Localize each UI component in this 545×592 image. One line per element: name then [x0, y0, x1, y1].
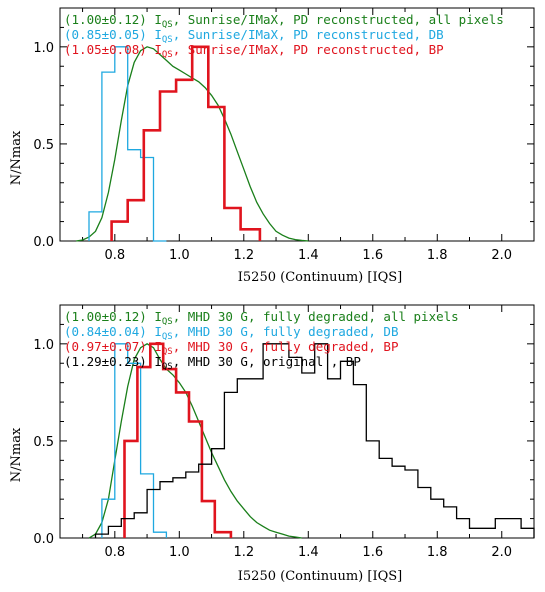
series-line-db — [101, 343, 168, 538]
legend-description: , MHD 30 G, original , BP — [173, 354, 361, 369]
x-tick-label: 1.8 — [427, 248, 448, 263]
legend-subscript: QS — [162, 50, 173, 60]
x-tick-label: 0.8 — [104, 545, 125, 560]
x-tick-label: 1.6 — [362, 248, 383, 263]
legend-subscript: QS — [162, 332, 173, 342]
legend-value: (0.84±0.04) — [64, 324, 147, 339]
x-tick-label: 1.4 — [298, 248, 319, 263]
legend-description: , MHD 30 G, fully degraded, DB — [173, 324, 399, 339]
legend: (1.00±0.12) IQS, Sunrise/IMaX, PD recons… — [64, 12, 504, 60]
legend-value: (1.00±0.12) — [64, 309, 147, 324]
legend-entry: (0.85±0.05) IQS, Sunrise/IMaX, PD recons… — [64, 27, 444, 45]
series-line-all-pixels — [88, 343, 302, 539]
y-tick-label: 1.0 — [33, 338, 54, 353]
x-tick-label: 1.0 — [169, 545, 190, 560]
legend-value: (1.29±0.23) — [64, 354, 147, 369]
legend-description: , Sunrise/IMaX, PD reconstructed, BP — [173, 42, 444, 57]
legend-subscript: QS — [162, 20, 173, 30]
x-tick-label: 1.6 — [362, 545, 383, 560]
x-tick-label: 0.8 — [104, 248, 125, 263]
x-tick-label: 1.0 — [169, 248, 190, 263]
y-tick-label: 0.5 — [33, 138, 54, 153]
chart-marks: 0.8 1.0 1.2 1.4 1.6 1.8 2.0 0.0 0.5 1.0 — [33, 305, 535, 560]
x-tick-label: 1.8 — [427, 545, 448, 560]
top-histogram-panel: 0.8 1.0 1.2 1.4 1.6 1.8 2.0 0.0 0.5 1.0 (1.00±0.1… — [9, 7, 535, 285]
series-line-bp-original — [94, 343, 535, 538]
legend-subscript: QS — [162, 35, 173, 45]
y-axis-title: N/Nmax — [9, 427, 24, 482]
legend-value: (0.85±0.05) — [64, 27, 147, 42]
legend-subscript: QS — [162, 317, 173, 327]
y-tick-label: 0.5 — [33, 435, 54, 450]
legend: (1.00±0.12) IQS, MHD 30 G, fully degrade… — [64, 309, 459, 372]
y-axis-title: N/Nmax — [9, 130, 24, 185]
chart-marks: 0.8 1.0 1.2 1.4 1.6 1.8 2.0 0.0 0.5 1.0 — [33, 8, 535, 263]
x-tick-label: 2.0 — [491, 248, 512, 263]
legend-description: , MHD 30 G, fully degraded, all pixels — [173, 309, 459, 324]
x-tick-label: 1.4 — [298, 545, 319, 560]
legend-subscript: QS — [162, 347, 173, 357]
legend-description: , Sunrise/IMaX, PD reconstructed, DB — [173, 27, 444, 42]
legend-value: (1.05±0.08) — [64, 42, 147, 57]
legend-entry: (1.29±0.23) IQS, MHD 30 G, original , BP — [64, 354, 361, 372]
y-tick-label: 1.0 — [33, 41, 54, 56]
legend-entry: (1.00±0.12) IQS, Sunrise/IMaX, PD recons… — [64, 12, 504, 30]
legend-description: , Sunrise/IMaX, PD reconstructed, all pi… — [173, 12, 504, 27]
x-axis-title: I5250 (Continuum) [IQS] — [238, 569, 402, 584]
legend-subscript: QS — [162, 362, 173, 372]
legend-value: (0.97±0.07) — [64, 339, 147, 354]
series-line-db — [88, 46, 167, 242]
x-tick-label: 1.2 — [233, 248, 254, 263]
x-tick-label: 2.0 — [491, 545, 512, 560]
x-axis-title: I5250 (Continuum) [IQS] — [238, 270, 402, 285]
y-tick-label: 0.0 — [33, 532, 54, 547]
legend-entry: (1.05±0.08) IQS, Sunrise/IMaX, PD recons… — [64, 42, 444, 60]
legend-entry: (0.97±0.07) IQS, MHD 30 G, fully degrade… — [64, 339, 398, 357]
legend-entry: (0.84±0.04) IQS, MHD 30 G, fully degrade… — [64, 324, 398, 342]
series-line-bp-degraded — [123, 342, 233, 538]
legend-value: (1.00±0.12) — [64, 12, 147, 27]
bottom-histogram-panel: 0.8 1.0 1.2 1.4 1.6 1.8 2.0 0.0 0.5 1.0 (1.00±0.1… — [9, 304, 535, 584]
y-tick-label: 0.0 — [33, 235, 54, 250]
legend-description: , MHD 30 G, fully degraded, BP — [173, 339, 399, 354]
x-tick-label: 1.2 — [233, 545, 254, 560]
series-line-bp — [110, 45, 262, 241]
